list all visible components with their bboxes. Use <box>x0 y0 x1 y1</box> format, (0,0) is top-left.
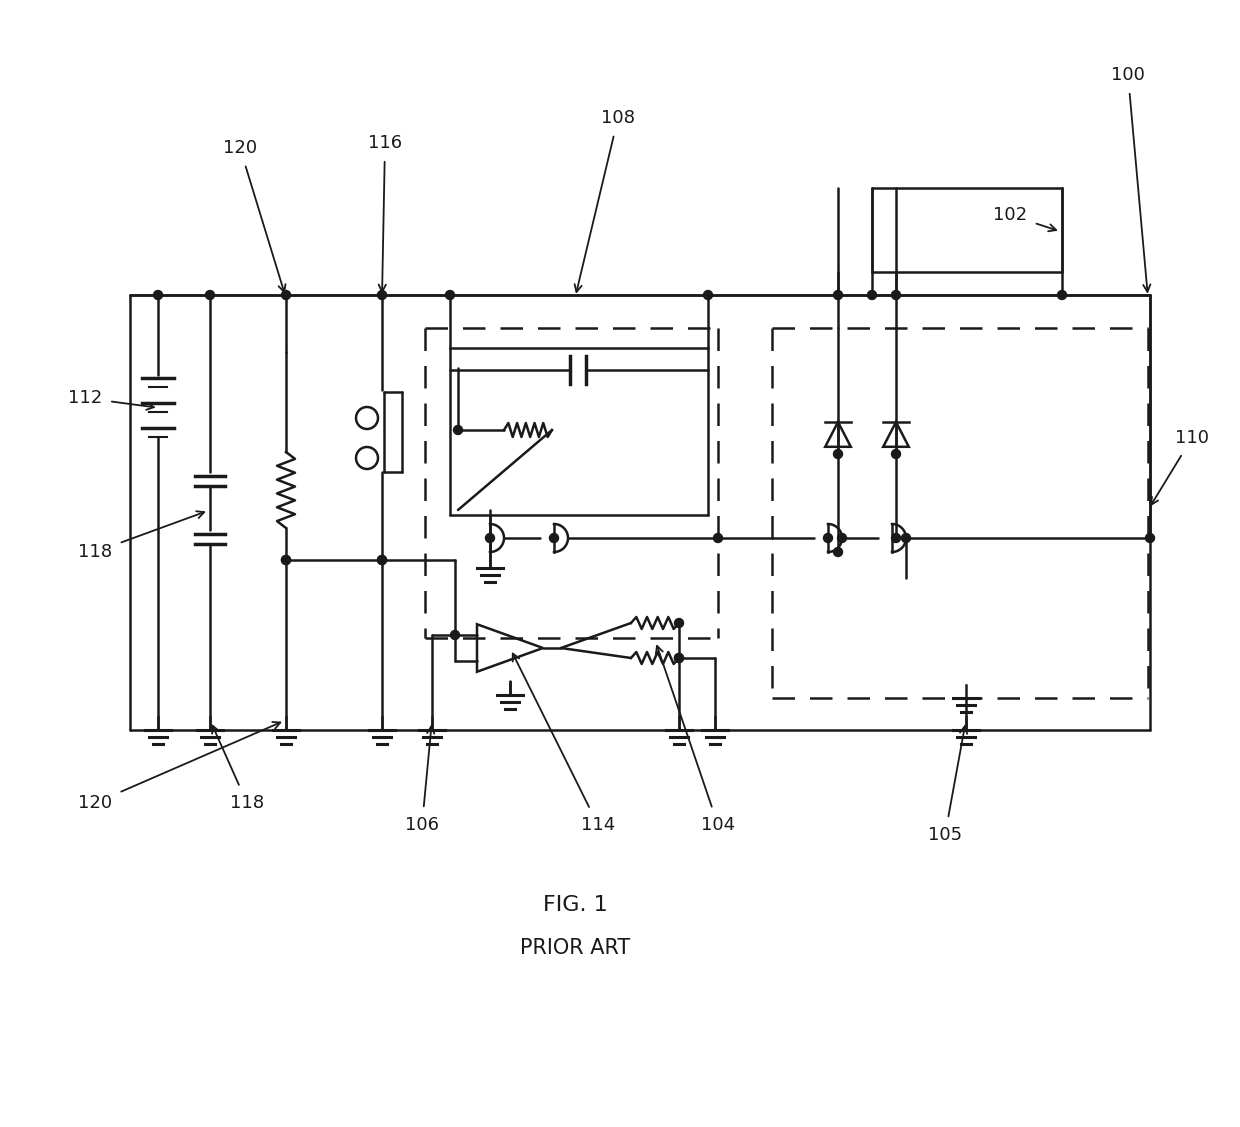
Circle shape <box>892 291 900 300</box>
Circle shape <box>1146 533 1154 542</box>
Text: 116: 116 <box>368 134 402 292</box>
Text: 118: 118 <box>212 726 264 811</box>
Circle shape <box>675 619 683 628</box>
Circle shape <box>445 291 455 300</box>
Circle shape <box>901 533 910 542</box>
Text: 105: 105 <box>928 726 967 844</box>
Circle shape <box>892 450 900 459</box>
Circle shape <box>703 291 713 300</box>
Text: 108: 108 <box>574 109 635 292</box>
Circle shape <box>675 654 683 663</box>
Circle shape <box>377 556 387 565</box>
Text: 120: 120 <box>78 722 280 811</box>
Circle shape <box>868 291 877 300</box>
Circle shape <box>823 533 832 542</box>
Text: PRIOR ART: PRIOR ART <box>520 938 630 958</box>
Circle shape <box>281 556 290 565</box>
Circle shape <box>833 291 842 300</box>
Circle shape <box>486 533 495 542</box>
Circle shape <box>892 533 900 542</box>
Text: 110: 110 <box>1151 429 1209 505</box>
Text: FIG. 1: FIG. 1 <box>543 895 608 915</box>
Text: 114: 114 <box>512 654 615 834</box>
Circle shape <box>675 654 683 663</box>
Circle shape <box>549 533 558 542</box>
Text: 104: 104 <box>656 646 735 834</box>
Circle shape <box>154 291 162 300</box>
Circle shape <box>454 426 463 435</box>
Circle shape <box>833 548 842 557</box>
Circle shape <box>377 556 387 565</box>
Text: 118: 118 <box>78 512 205 561</box>
Text: 106: 106 <box>405 726 439 834</box>
Circle shape <box>1058 291 1066 300</box>
Circle shape <box>450 630 460 639</box>
Text: 100: 100 <box>1111 66 1151 292</box>
Circle shape <box>833 450 842 459</box>
Text: 102: 102 <box>993 206 1056 231</box>
Text: 112: 112 <box>68 389 154 410</box>
Circle shape <box>281 291 290 300</box>
Text: 120: 120 <box>223 139 285 292</box>
Circle shape <box>206 291 215 300</box>
Circle shape <box>281 556 290 565</box>
Circle shape <box>713 533 723 542</box>
Circle shape <box>837 533 847 542</box>
Circle shape <box>377 291 387 300</box>
